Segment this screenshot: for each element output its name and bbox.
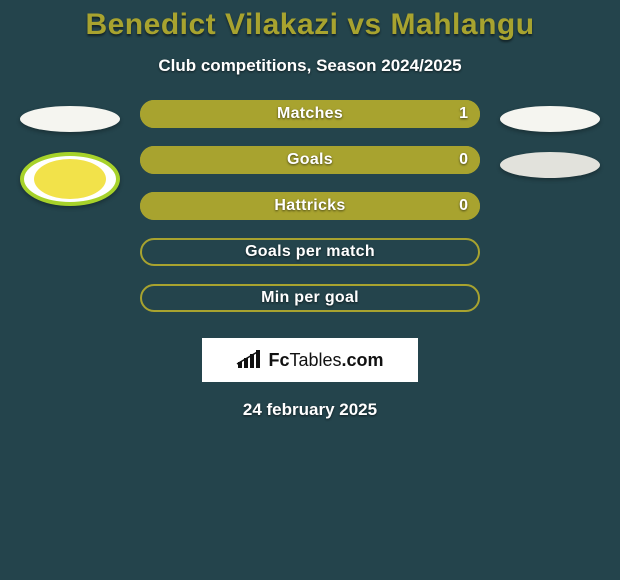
footer-brand-badge: FcTables.com — [202, 338, 418, 382]
stat-bar-label: Min per goal — [140, 284, 480, 312]
subtitle: Club competitions, Season 2024/2025 — [0, 56, 620, 76]
stat-bar-label: Matches — [140, 100, 480, 128]
stat-bar-3: Goals per match — [140, 238, 480, 266]
page-root: Benedict Vilakazi vs Mahlangu Club compe… — [0, 0, 620, 580]
stat-bar-0: Matches1 — [140, 100, 480, 128]
stat-bars: Matches1Goals0Hattricks0Goals per matchM… — [140, 100, 480, 312]
brand-light: Tables — [289, 350, 341, 370]
content-grid: Matches1Goals0Hattricks0Goals per matchM… — [0, 100, 620, 312]
stat-bar-value-right: 0 — [459, 192, 468, 220]
stat-bar-label: Goals — [140, 146, 480, 174]
right-player-ellipse-2 — [500, 152, 600, 178]
left-player-club-logo — [20, 152, 120, 206]
left-player-ellipse — [20, 106, 120, 132]
brand-strong: Fc — [268, 350, 289, 370]
footer-brand-text: FcTables.com — [268, 350, 383, 371]
club-logo-inner — [34, 159, 106, 199]
left-player-column — [10, 100, 130, 312]
right-player-column — [490, 100, 610, 312]
stat-bar-value-right: 0 — [459, 146, 468, 174]
date-line: 24 february 2025 — [0, 400, 620, 420]
stat-bar-2: Hattricks0 — [140, 192, 480, 220]
brand-suffix: .com — [342, 350, 384, 370]
stat-bar-label: Hattricks — [140, 192, 480, 220]
stat-bar-label: Goals per match — [140, 238, 480, 266]
stat-bar-4: Min per goal — [140, 284, 480, 312]
page-title: Benedict Vilakazi vs Mahlangu — [0, 8, 620, 42]
stat-bar-1: Goals0 — [140, 146, 480, 174]
bar-chart-icon — [236, 350, 262, 370]
stat-bar-value-right: 1 — [459, 100, 468, 128]
right-player-ellipse-1 — [500, 106, 600, 132]
